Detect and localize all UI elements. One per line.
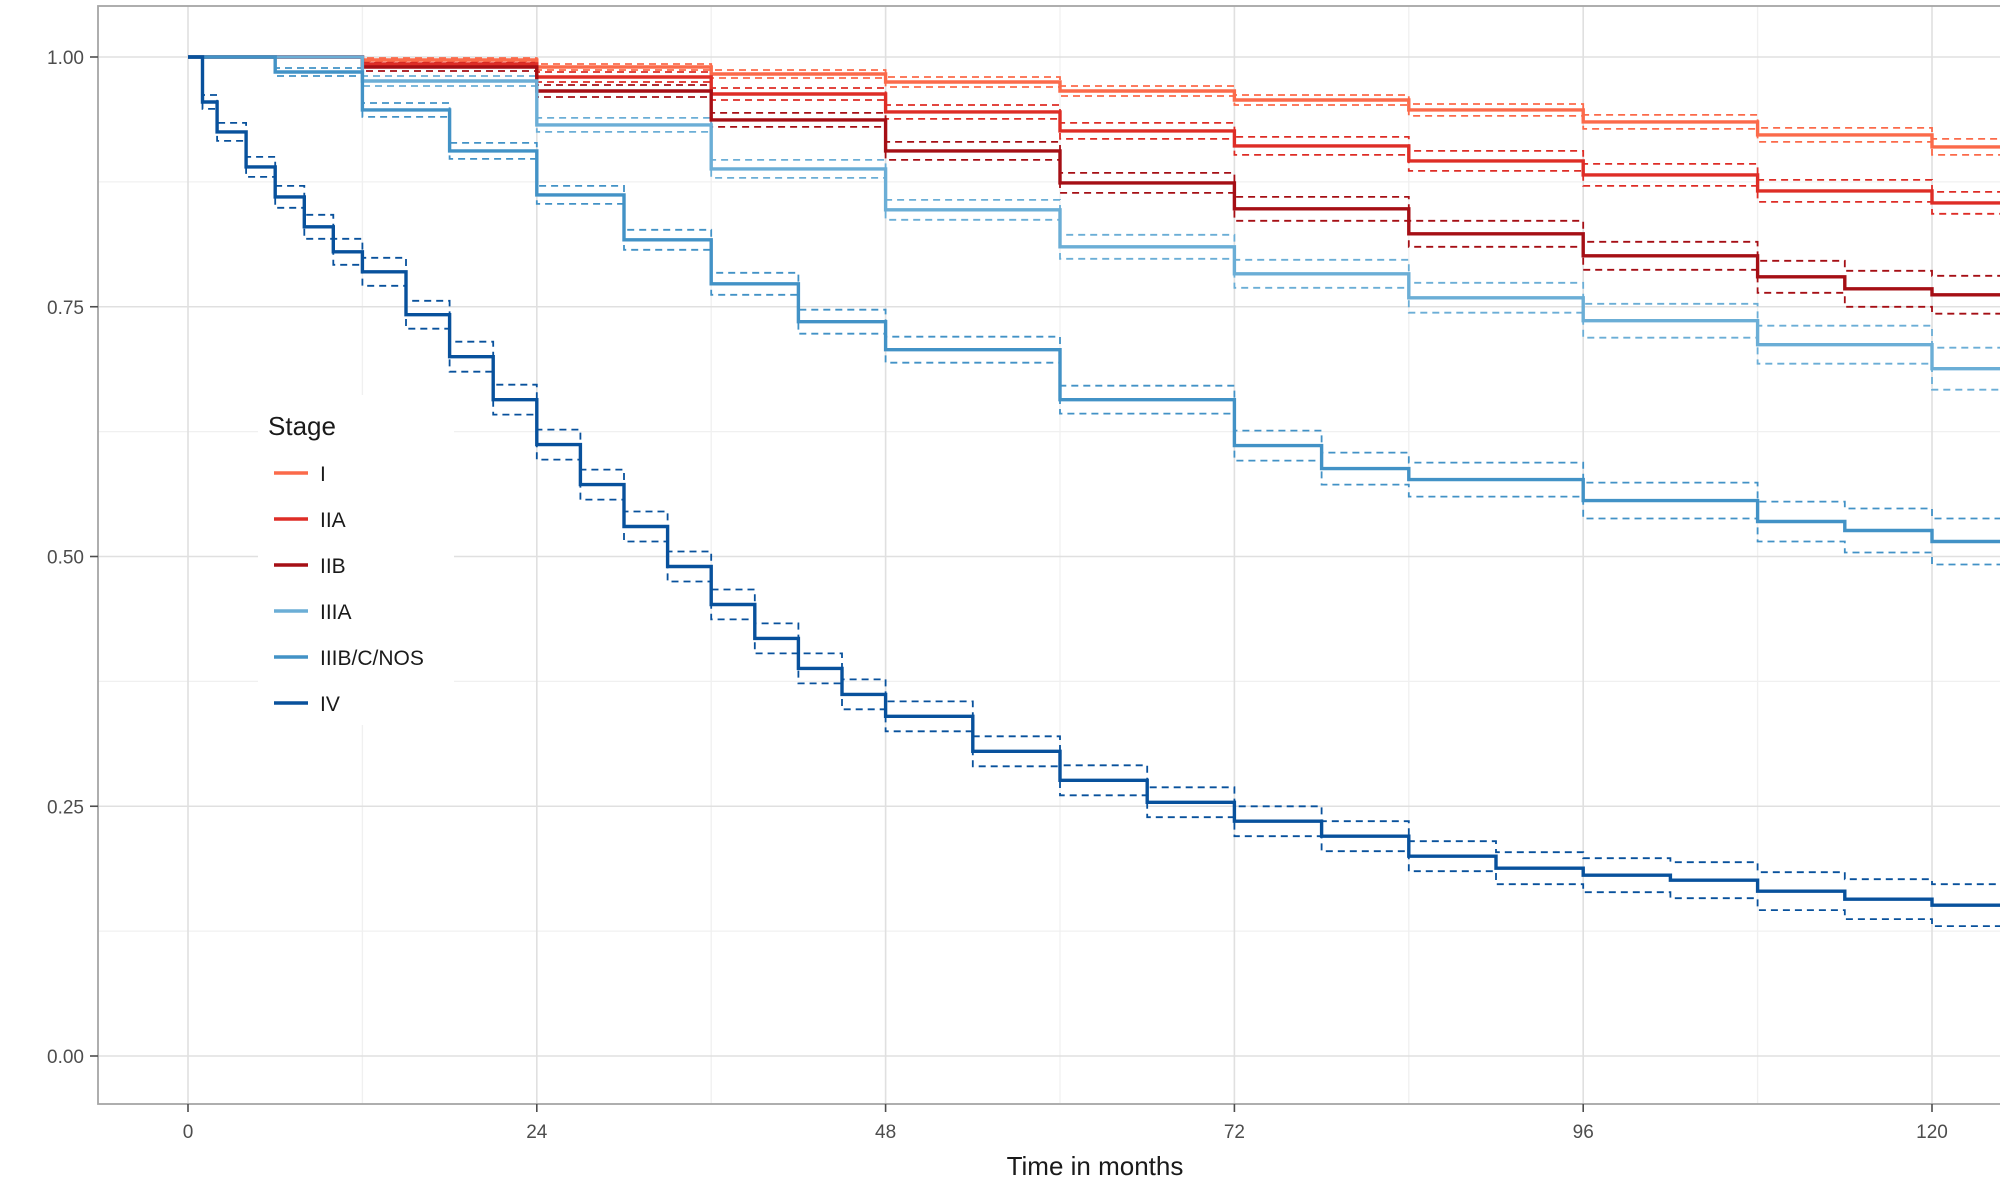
- y-tick-label: 1.00: [47, 48, 84, 69]
- x-tick-label: 24: [526, 1122, 548, 1143]
- series-iiia-curve: [188, 55, 2000, 371]
- legend-title: Stage: [268, 411, 336, 441]
- legend-label: IIA: [320, 509, 346, 532]
- y-tick-label: 0.75: [47, 298, 84, 319]
- x-tick-label: 0: [183, 1122, 194, 1143]
- y-tick-label: 0.50: [47, 548, 84, 569]
- series-iib-curve: [188, 55, 2000, 297]
- legend-background: [258, 395, 454, 725]
- series-iv-lower-ci: [188, 56, 2000, 927]
- confidence-bands: [188, 56, 2000, 927]
- series-iiia-upper-ci: [188, 56, 2000, 349]
- panel-border: [97, 5, 2000, 1105]
- survival-curves: [188, 55, 2000, 907]
- series-i-curve: [188, 55, 2000, 149]
- series-iv-upper-ci: [188, 56, 2000, 886]
- y-tick-label: 0.25: [47, 797, 84, 818]
- x-axis-title: Time in months: [1007, 1151, 1184, 1181]
- legend-label: IV: [320, 693, 340, 716]
- series-iv-curve: [188, 55, 2000, 907]
- legend-label: IIIB/C/NOS: [320, 647, 424, 670]
- x-tick-label: 48: [875, 1122, 896, 1143]
- legend-label: IIB: [320, 555, 346, 578]
- series-iia-upper-ci: [188, 56, 2000, 193]
- x-tick-label: 72: [1224, 1122, 1245, 1143]
- y-tick-label: 0.00: [47, 1047, 84, 1068]
- series-iiib-c-nos-curve: [188, 55, 2000, 544]
- series-iib-upper-ci: [188, 56, 2000, 277]
- series-i-upper-ci: [188, 56, 2000, 140]
- x-tick-label: 120: [1916, 1122, 1948, 1143]
- series-iiib-c-nos-upper-ci: [188, 56, 2000, 520]
- series-iiib-c-nos-lower-ci: [188, 56, 2000, 566]
- legend-label: I: [320, 463, 326, 486]
- series-iib-lower-ci: [188, 56, 2000, 315]
- series-i-lower-ci: [188, 56, 2000, 156]
- plot-panel: [97, 5, 2000, 1105]
- legend-label: IIIA: [320, 601, 352, 624]
- axes: 0.00 0.25 0.50 0.75 1.00 0 24 48 72 96 120: [47, 48, 1948, 1143]
- x-tick-label: 96: [1573, 1122, 1594, 1143]
